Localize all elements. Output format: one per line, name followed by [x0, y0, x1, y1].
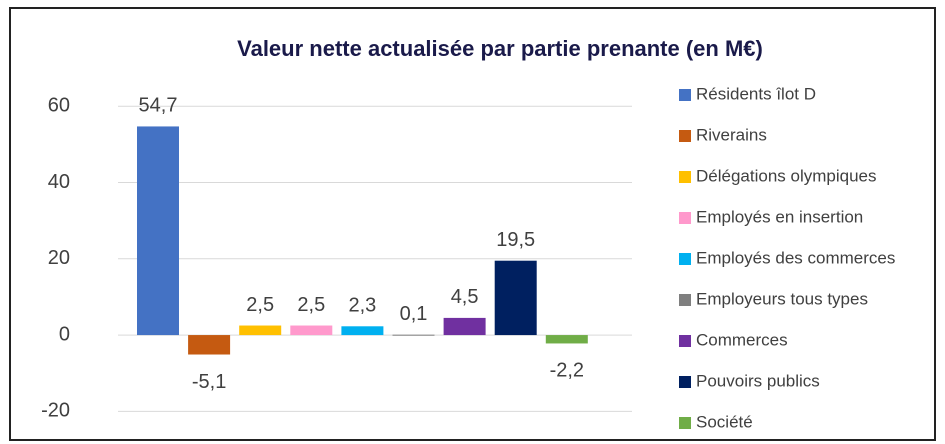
legend-swatch — [679, 212, 691, 224]
legend-swatch — [679, 294, 691, 306]
legend-label: Délégations olympiques — [696, 166, 877, 185]
legend-swatch — [679, 171, 691, 183]
bar — [443, 317, 486, 336]
legend-swatch — [679, 253, 691, 265]
legend-swatch — [679, 335, 691, 347]
bar — [137, 126, 179, 336]
y-tick-label: 20 — [48, 247, 70, 269]
chart-title: Valeur nette actualisée par partie prena… — [237, 36, 763, 61]
data-label: 19,5 — [496, 229, 535, 251]
data-label: -5,1 — [192, 371, 226, 393]
y-tick-label: -20 — [41, 400, 70, 422]
bar — [239, 325, 282, 336]
bar — [341, 326, 384, 336]
data-label: 2,5 — [297, 294, 325, 316]
data-label: -2,2 — [550, 360, 584, 382]
bar — [290, 325, 333, 336]
legend-label: Résidents îlot D — [696, 84, 816, 103]
legend-label: Employés des commerces — [696, 248, 895, 267]
legend-label: Pouvoirs publics — [696, 371, 820, 390]
y-tick-label: 40 — [48, 171, 70, 193]
legend-label: Employeurs tous types — [696, 289, 868, 308]
legend-label: Commerces — [696, 330, 788, 349]
data-label: 0,1 — [400, 303, 428, 325]
bar — [392, 334, 435, 336]
legend-swatch — [679, 130, 691, 142]
data-label: 4,5 — [451, 286, 479, 308]
y-tick-label: 60 — [48, 95, 70, 117]
legend-label: Riverains — [696, 125, 767, 144]
legend-label: Employés en insertion — [696, 207, 863, 226]
legend-swatch — [679, 417, 691, 429]
legend-swatch — [679, 376, 691, 388]
data-label: 2,5 — [246, 294, 274, 316]
data-label: 2,3 — [348, 295, 376, 317]
bar — [494, 260, 537, 336]
data-label: 54,7 — [139, 95, 178, 117]
legend-swatch — [679, 89, 691, 101]
bar — [188, 335, 231, 355]
legend-label: Société — [696, 412, 753, 431]
bar — [545, 335, 588, 344]
y-tick-label: 0 — [59, 323, 70, 345]
